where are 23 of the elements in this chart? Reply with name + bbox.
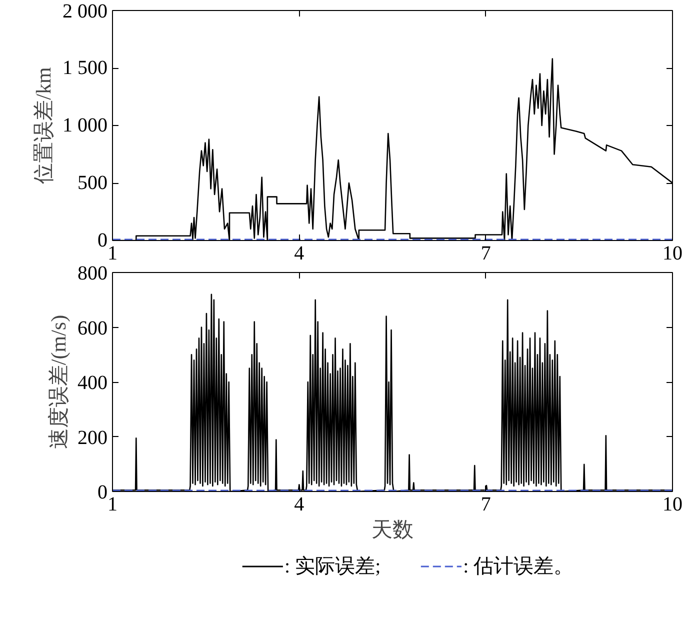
legend-label: : 实际误差; — [284, 556, 381, 578]
y-axis-title: 速度误差/(m/s) — [46, 314, 70, 450]
y-tick-label: 500 — [78, 172, 108, 194]
y-tick-label: 0 — [98, 230, 108, 252]
x-tick-label: 7 — [480, 494, 491, 516]
y-tick-label: 1 500 — [62, 57, 108, 79]
x-tick-label: 4 — [294, 494, 304, 516]
y-tick-label: 200 — [78, 426, 108, 449]
x-axis-title: 天数 — [372, 518, 414, 542]
y-tick-label: 2 000 — [62, 0, 108, 22]
x-tick-label: 4 — [294, 242, 304, 264]
x-tick-label: 7 — [480, 242, 491, 264]
y-tick-label: 600 — [78, 317, 108, 340]
x-tick-label: 1 — [108, 494, 118, 516]
x-tick-label: 10 — [662, 494, 682, 516]
y-tick-label: 0 — [98, 482, 108, 504]
y-tick-label: 1 000 — [62, 114, 108, 136]
legend-label: : 估计误差。 — [463, 556, 574, 578]
y-tick-label: 400 — [78, 372, 108, 394]
y-tick-label: 800 — [78, 262, 108, 284]
y-axis-title: 位置误差/km — [32, 67, 56, 184]
x-tick-label: 10 — [662, 242, 682, 264]
x-tick-label: 1 — [108, 242, 118, 264]
